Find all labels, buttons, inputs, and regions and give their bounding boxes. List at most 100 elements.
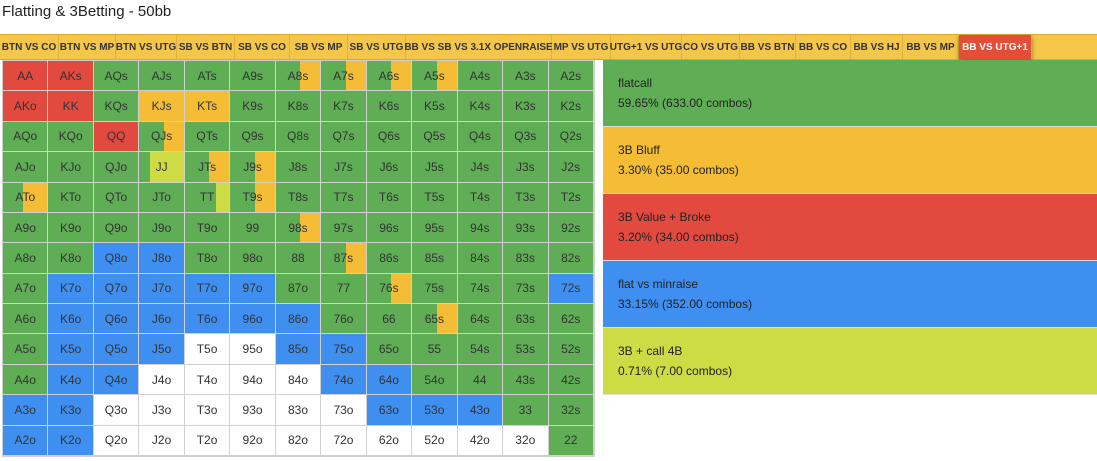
hand-cell-K7o[interactable]: K7o — [48, 273, 94, 305]
hand-cell-75o[interactable]: 75o — [321, 334, 367, 365]
hand-cell-Q6s[interactable]: Q6s — [366, 121, 413, 153]
hand-cell-64s[interactable]: 64s — [457, 304, 504, 335]
hand-cell-TT[interactable]: TT — [184, 182, 231, 213]
hand-cell-QQ[interactable]: QQ — [93, 121, 140, 153]
hand-cell-98s[interactable]: 98s — [275, 212, 322, 244]
hand-cell-54s[interactable]: 54s — [457, 334, 504, 365]
hand-cell-44[interactable]: 44 — [457, 364, 504, 396]
hand-cell-KTs[interactable]: KTs — [184, 91, 231, 122]
hand-cell-Q8o[interactable]: Q8o — [93, 243, 140, 274]
hand-cell-K3o[interactable]: K3o — [48, 395, 94, 426]
hand-cell-74o[interactable]: 74o — [321, 364, 367, 396]
hand-cell-T3o[interactable]: T3o — [184, 395, 231, 426]
hand-cell-A4s[interactable]: A4s — [457, 61, 504, 92]
hand-cell-J2s[interactable]: J2s — [548, 152, 594, 183]
hand-cell-KTo[interactable]: KTo — [48, 182, 94, 213]
hand-cell-T8o[interactable]: T8o — [184, 243, 231, 274]
hand-cell-43s[interactable]: 43s — [503, 364, 549, 396]
hand-cell-52o[interactable]: 52o — [412, 425, 458, 456]
hand-cell-Q9s[interactable]: Q9s — [230, 121, 276, 153]
legend-item-bluff[interactable]: 3B Bluff 3.30% (35.00 combos) — [603, 127, 1097, 194]
hand-cell-85s[interactable]: 85s — [412, 243, 458, 274]
hand-cell-KJs[interactable]: KJs — [139, 91, 185, 122]
hand-cell-82o[interactable]: 82o — [275, 425, 322, 456]
hand-cell-Q3o[interactable]: Q3o — [93, 395, 140, 426]
hand-cell-J2o[interactable]: J2o — [139, 425, 185, 456]
hand-cell-73o[interactable]: 73o — [321, 395, 367, 426]
hand-cell-Q6o[interactable]: Q6o — [93, 304, 140, 335]
hand-cell-A7s[interactable]: A7s — [321, 61, 367, 92]
hand-cell-92o[interactable]: 92o — [230, 425, 276, 456]
hand-cell-T6o[interactable]: T6o — [184, 304, 231, 335]
hand-cell-T9o[interactable]: T9o — [184, 212, 231, 244]
hand-cell-J4s[interactable]: J4s — [457, 152, 504, 183]
tab-sb-vs-btn[interactable]: SB VS BTN — [177, 35, 235, 59]
hand-cell-94s[interactable]: 94s — [457, 212, 504, 244]
hand-cell-A5o[interactable]: A5o — [3, 334, 49, 365]
hand-cell-76o[interactable]: 76o — [321, 304, 367, 335]
hand-cell-Q7s[interactable]: Q7s — [321, 121, 367, 153]
hand-cell-J5o[interactable]: J5o — [139, 334, 185, 365]
hand-cell-63s[interactable]: 63s — [503, 304, 549, 335]
hand-cell-J3o[interactable]: J3o — [139, 395, 185, 426]
hand-cell-85o[interactable]: 85o — [275, 334, 322, 365]
hand-cell-AA[interactable]: AA — [3, 61, 49, 92]
hand-cell-J9s[interactable]: J9s — [230, 152, 276, 183]
hand-cell-KQs[interactable]: KQs — [93, 91, 140, 122]
hand-cell-97s[interactable]: 97s — [321, 212, 367, 244]
hand-cell-A9o[interactable]: A9o — [3, 212, 49, 244]
hand-cell-95s[interactable]: 95s — [412, 212, 458, 244]
legend-item-value[interactable]: 3B Value + Broke 3.20% (34.00 combos) — [603, 194, 1097, 261]
hand-cell-95o[interactable]: 95o — [230, 334, 276, 365]
hand-cell-62s[interactable]: 62s — [548, 304, 594, 335]
hand-cell-QTs[interactable]: QTs — [184, 121, 231, 153]
hand-cell-J7o[interactable]: J7o — [139, 273, 185, 305]
hand-cell-J5s[interactable]: J5s — [412, 152, 458, 183]
hand-cell-92s[interactable]: 92s — [548, 212, 594, 244]
tab-btn-vs-mp[interactable]: BTN VS MP — [59, 35, 116, 59]
hand-cell-K2o[interactable]: K2o — [48, 425, 94, 456]
hand-cell-87o[interactable]: 87o — [275, 273, 322, 305]
hand-cell-94o[interactable]: 94o — [230, 364, 276, 396]
hand-cell-73s[interactable]: 73s — [503, 273, 549, 305]
hand-cell-42o[interactable]: 42o — [457, 425, 504, 456]
hand-cell-93o[interactable]: 93o — [230, 395, 276, 426]
hand-cell-97o[interactable]: 97o — [230, 273, 276, 305]
hand-cell-86o[interactable]: 86o — [275, 304, 322, 335]
hand-cell-A9s[interactable]: A9s — [230, 61, 276, 92]
tab-sb-vs-mp[interactable]: SB VS MP — [290, 35, 348, 59]
hand-cell-T6s[interactable]: T6s — [366, 182, 413, 213]
hand-cell-Q8s[interactable]: Q8s — [275, 121, 322, 153]
hand-cell-QJo[interactable]: QJo — [93, 152, 140, 183]
hand-cell-T5o[interactable]: T5o — [184, 334, 231, 365]
hand-cell-T7s[interactable]: T7s — [321, 182, 367, 213]
hand-cell-65o[interactable]: 65o — [366, 334, 413, 365]
hand-cell-J8s[interactable]: J8s — [275, 152, 322, 183]
hand-cell-22[interactable]: 22 — [548, 425, 594, 456]
tab-bb-vs-utgplus1[interactable]: BB VS UTG+1 — [959, 35, 1032, 59]
hand-cell-ATs[interactable]: ATs — [184, 61, 231, 92]
hand-cell-AKo[interactable]: AKo — [3, 91, 49, 122]
tab-bb-vs-mp[interactable]: BB VS MP — [903, 35, 959, 59]
hand-cell-A7o[interactable]: A7o — [3, 273, 49, 305]
hand-cell-A3s[interactable]: A3s — [503, 61, 549, 92]
tab-bb-vs-co[interactable]: BB VS CO — [796, 35, 851, 59]
legend-item-flatcall[interactable]: flatcall 59.65% (633.00 combos) — [603, 60, 1097, 127]
hand-cell-KQo[interactable]: KQo — [48, 121, 94, 153]
hand-cell-A8s[interactable]: A8s — [275, 61, 322, 92]
hand-cell-Q5s[interactable]: Q5s — [412, 121, 458, 153]
hand-cell-74s[interactable]: 74s — [457, 273, 504, 305]
hand-cell-Q2o[interactable]: Q2o — [93, 425, 140, 456]
legend-item-minraise[interactable]: flat vs minraise 33.15% (352.00 combos) — [603, 261, 1097, 328]
hand-cell-K9s[interactable]: K9s — [230, 91, 276, 122]
hand-cell-T3s[interactable]: T3s — [503, 182, 549, 213]
hand-cell-T2s[interactable]: T2s — [548, 182, 594, 213]
hand-cell-K4o[interactable]: K4o — [48, 364, 94, 396]
tab-bb-vs-sb-vs-3-1x-openraise[interactable]: BB VS SB VS 3.1X OPENRAISE — [404, 35, 553, 59]
tab-btn-vs-co[interactable]: BTN VS CO — [0, 35, 59, 59]
hand-cell-QTo[interactable]: QTo — [93, 182, 140, 213]
hand-cell-A4o[interactable]: A4o — [3, 364, 49, 396]
hand-cell-T2o[interactable]: T2o — [184, 425, 231, 456]
hand-cell-K8o[interactable]: K8o — [48, 243, 94, 274]
hand-cell-JJ[interactable]: JJ — [139, 152, 185, 183]
